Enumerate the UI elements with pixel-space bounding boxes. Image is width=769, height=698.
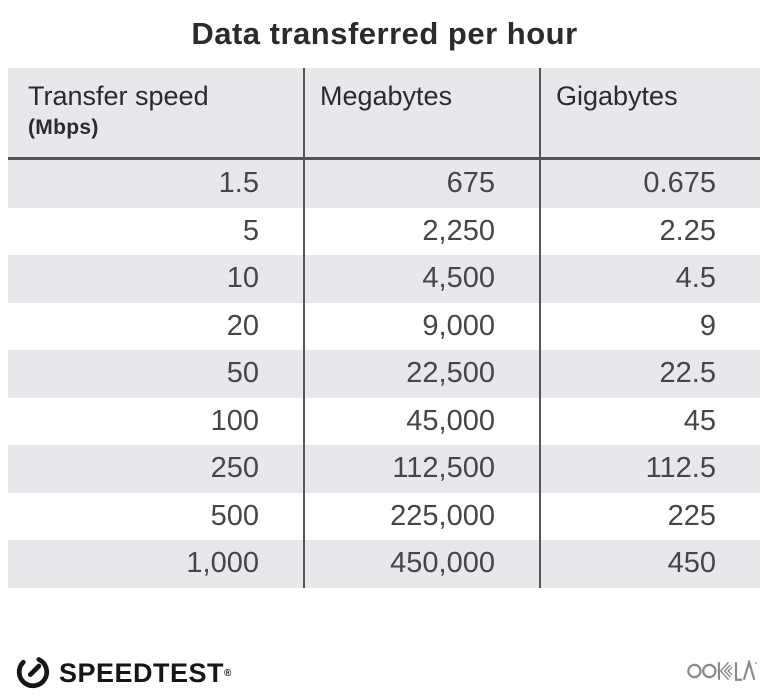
- cell-gigabytes: 225: [539, 492, 760, 540]
- table-row: 1,000 450,000 450: [8, 540, 760, 588]
- footer: SPEEDTEST ®: [0, 649, 769, 698]
- table-row: 50 22,500 22.5: [8, 350, 760, 398]
- data-table: Transfer speed (Mbps) Megabytes Gigabyte…: [8, 68, 760, 588]
- cell-speed: 5: [242, 214, 259, 247]
- cell-speed: 1,000: [186, 547, 259, 579]
- cell-gigabytes: 2.25: [539, 207, 760, 255]
- table-row: 5 2,250 2.25: [8, 207, 760, 255]
- registered-trademark-symbol: ®: [224, 668, 232, 679]
- cell-gigabytes: 9: [539, 302, 760, 350]
- table-row: 10 4,500 4.5: [8, 255, 760, 303]
- cell-speed: 100: [210, 404, 259, 437]
- cell-speed: 10: [226, 262, 259, 294]
- cell-gigabytes: 22.5: [539, 350, 760, 398]
- cell-speed: 250: [210, 452, 259, 484]
- cell-megabytes: 4,500: [303, 255, 539, 303]
- speedtest-gauge-icon: [14, 652, 52, 695]
- column-header-label: Transfer speed: [28, 81, 209, 111]
- column-header-gigabytes: Gigabytes: [539, 68, 760, 157]
- cell-megabytes: 45,000: [303, 397, 539, 445]
- table-row: 20 9,000 9: [8, 302, 760, 350]
- table-row: 100 45,000 45: [8, 397, 760, 445]
- cell-megabytes: 450,000: [303, 540, 539, 588]
- ookla-wordmark-icon: [687, 658, 757, 687]
- cell-gigabytes: 0.675: [539, 160, 760, 208]
- table-row: 250 112,500 112.5: [8, 445, 760, 493]
- cell-megabytes: 2,250: [303, 207, 539, 255]
- cell-gigabytes: 45: [539, 397, 760, 445]
- ookla-logo: [687, 658, 757, 687]
- cell-megabytes: 9,000: [303, 302, 539, 350]
- table-row: 500 225,000 225: [8, 492, 760, 540]
- column-header-transfer-speed: Transfer speed (Mbps): [8, 68, 303, 157]
- table-header-row: Transfer speed (Mbps) Megabytes Gigabyte…: [8, 68, 760, 160]
- cell-megabytes: 112,500: [303, 445, 539, 493]
- cell-megabytes: 22,500: [303, 350, 539, 398]
- cell-gigabytes: 4.5: [539, 255, 760, 303]
- cell-megabytes: 225,000: [303, 492, 539, 540]
- cell-speed: 50: [226, 357, 259, 389]
- speedtest-label: SPEEDTEST: [59, 658, 225, 688]
- column-header-sublabel: (Mbps): [28, 116, 99, 140]
- cell-gigabytes: 112.5: [539, 445, 760, 493]
- cell-speed: 20: [226, 309, 259, 342]
- cell-speed: 1.5: [218, 167, 259, 199]
- cell-speed: 500: [210, 499, 259, 532]
- table-row: 1.5 675 0.675: [8, 160, 760, 208]
- cell-gigabytes: 450: [539, 540, 760, 588]
- cell-megabytes: 675: [303, 160, 539, 208]
- page-title: Data transferred per hour: [191, 16, 578, 51]
- speedtest-logo: SPEEDTEST ®: [14, 652, 231, 695]
- column-header-megabytes: Megabytes: [303, 68, 539, 157]
